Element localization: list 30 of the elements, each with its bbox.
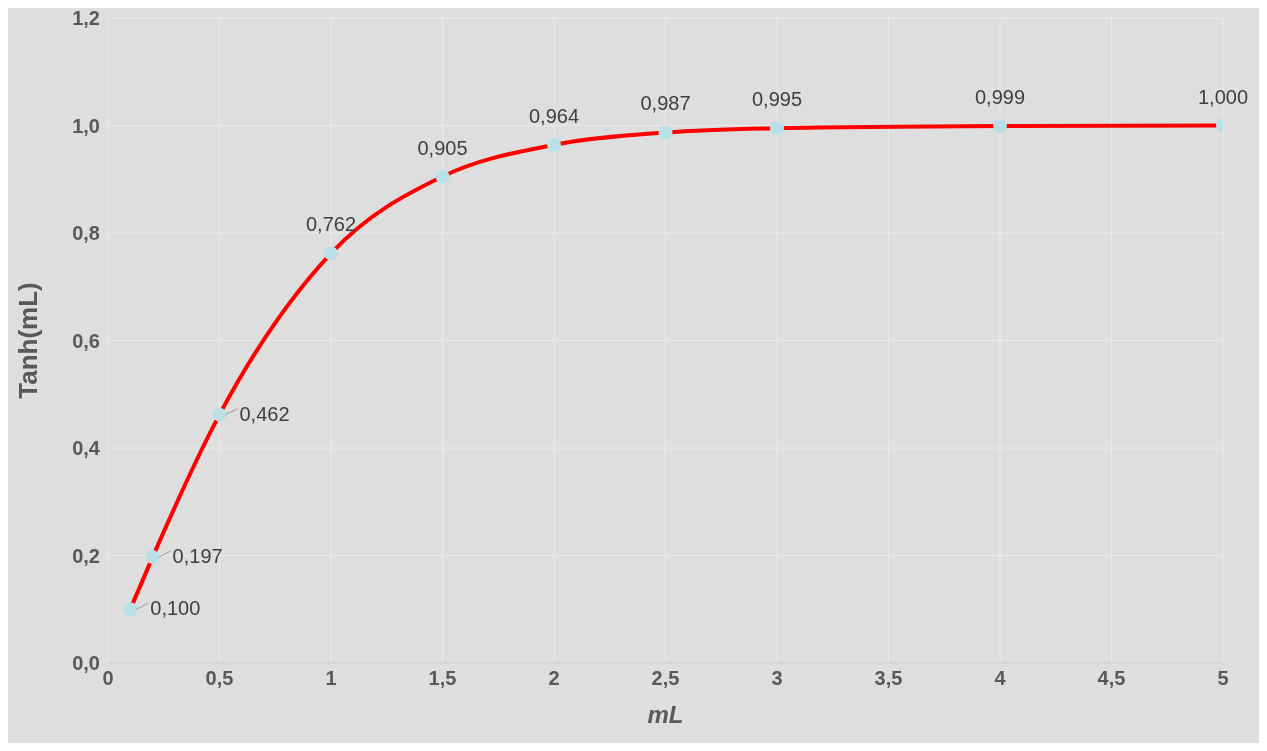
x-tick-label: 1,5 — [428, 667, 457, 690]
y-tick-label: 0,4 — [72, 437, 101, 460]
data-label: 0,964 — [528, 104, 580, 127]
x-tick-label: 5 — [1217, 667, 1229, 690]
x-tick-label: 3 — [771, 667, 783, 690]
y-axis-title: Tanh(mL) — [13, 282, 44, 399]
x-tick-label: 1 — [325, 667, 337, 690]
y-tick-label: 0,2 — [72, 544, 100, 567]
data-label: 1,000 — [1197, 85, 1249, 108]
y-tick-label: 0,0 — [72, 652, 100, 675]
x-tick-label: 4,5 — [1097, 667, 1126, 690]
data-label: 0,995 — [751, 88, 803, 111]
x-tick-label: 0,5 — [205, 667, 234, 690]
x-tick-label: 4 — [994, 667, 1007, 690]
data-label: 0,987 — [640, 92, 691, 115]
data-label: 0,905 — [417, 136, 468, 159]
y-tick-label: 0,6 — [72, 329, 100, 352]
data-label: 0,197 — [172, 545, 223, 568]
y-tick-label: 1,0 — [72, 114, 100, 137]
x-tick-label: 3,5 — [874, 667, 903, 690]
y-tick-label: 1,2 — [72, 7, 100, 30]
x-axis-title: mL — [647, 701, 684, 728]
data-label: 0,999 — [974, 86, 1026, 109]
x-tick-label: 2 — [548, 667, 560, 690]
y-tick-label: 0,8 — [72, 222, 100, 245]
data-label: 0,100 — [150, 597, 201, 620]
x-tick-label: 0 — [102, 667, 114, 690]
x-tick-label: 2,5 — [651, 667, 680, 690]
data-label: 0,462 — [239, 402, 290, 425]
data-label: 0,762 — [305, 213, 357, 236]
